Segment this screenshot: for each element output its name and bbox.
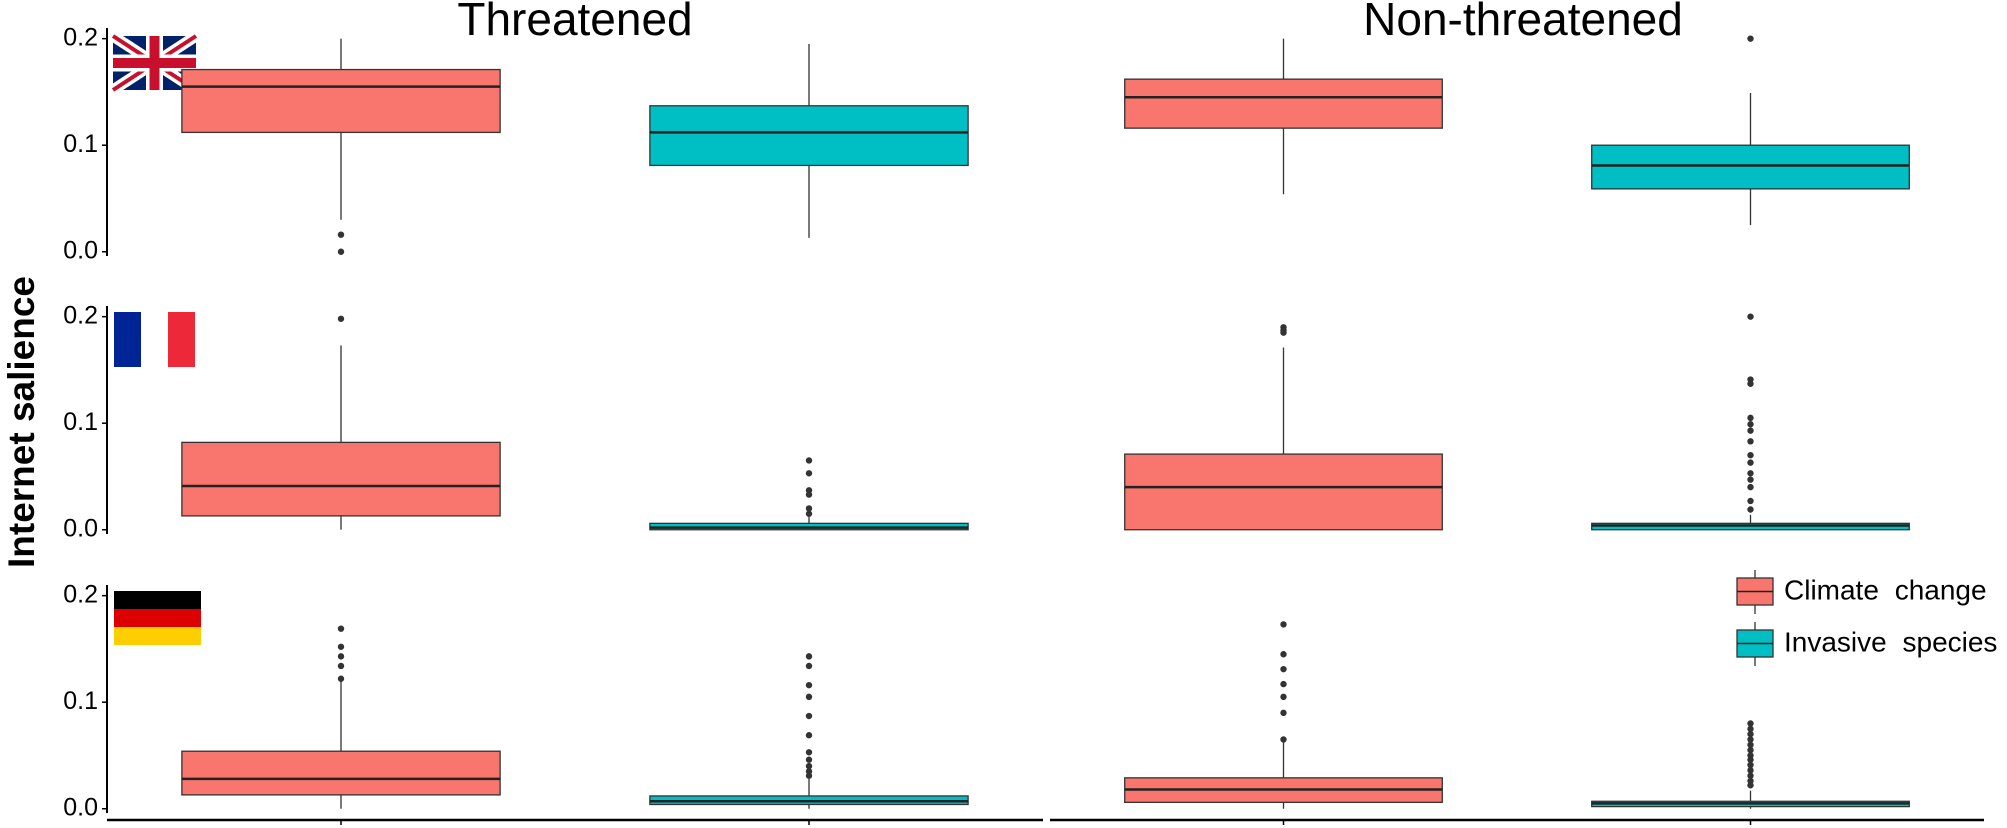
outlier: [1747, 470, 1754, 477]
outlier: [805, 681, 813, 689]
outlier: [805, 491, 813, 498]
outlier: [805, 510, 813, 517]
y-tick-label: 0.2: [63, 301, 98, 329]
column-title: Threatened: [457, 0, 692, 45]
legend-label: Invasive species: [1784, 626, 1997, 657]
outlier: [1747, 438, 1754, 445]
outlier: [1280, 621, 1287, 628]
box: [181, 750, 501, 796]
y-tick-label: 0.0: [63, 793, 98, 821]
outlier: [805, 762, 813, 770]
outlier: [1747, 313, 1754, 320]
outlier: [1280, 651, 1287, 658]
outlier: [1747, 767, 1754, 774]
y-tick-label: 0.1: [63, 687, 98, 715]
outlier: [1747, 761, 1754, 769]
box: [1124, 453, 1443, 531]
outlier: [337, 248, 345, 255]
outlier: [805, 693, 813, 701]
y-tick-label: 0.1: [63, 130, 98, 158]
outlier: [805, 505, 813, 512]
outlier: [337, 625, 345, 632]
outlier: [1747, 725, 1754, 733]
outlier: [805, 749, 813, 756]
outlier: [1280, 665, 1287, 673]
outlier: [337, 231, 345, 238]
box: [649, 105, 969, 167]
outlier: [805, 732, 813, 739]
y-tick-label: 0.0: [63, 514, 98, 542]
outlier: [1747, 730, 1754, 738]
outlier: [337, 662, 345, 670]
y-tick-label: 0.0: [63, 236, 98, 264]
outlier: [805, 772, 813, 779]
outlier: [805, 470, 813, 477]
outlier: [1747, 772, 1754, 779]
outlier: [1747, 746, 1754, 754]
y-tick-label: 0.2: [63, 580, 98, 608]
outlier: [1747, 782, 1754, 789]
legend-label: Climate change: [1784, 574, 1987, 605]
outlier: [805, 756, 813, 763]
outlier: [1747, 35, 1754, 42]
outlier: [1747, 756, 1754, 763]
outlier: [1747, 741, 1754, 749]
y-axis-title: Internet salience: [1, 276, 42, 568]
y-tick-label: 0.2: [63, 23, 98, 51]
flag-germany: [114, 591, 201, 645]
outlier: [1280, 680, 1287, 688]
y-tick-label: 0.1: [63, 408, 98, 436]
outlier: [1747, 459, 1754, 466]
outlier: [1747, 380, 1754, 387]
outlier: [337, 315, 345, 322]
outlier: [805, 662, 813, 670]
outlier: [1280, 329, 1287, 336]
outlier: [1747, 414, 1754, 422]
flag-france: [114, 312, 195, 367]
outlier: [805, 457, 813, 464]
outlier: [805, 712, 813, 720]
outlier: [1747, 427, 1754, 434]
outlier: [1280, 693, 1287, 701]
outlier: [337, 675, 345, 682]
outlier: [1280, 736, 1287, 743]
outlier: [1747, 736, 1754, 743]
outlier: [337, 653, 345, 660]
box: [181, 68, 501, 134]
outlier: [1747, 720, 1754, 727]
column-title: Non-threatened: [1363, 0, 1683, 45]
box: [181, 441, 501, 517]
outlier: [1747, 421, 1754, 428]
outlier: [805, 653, 813, 660]
outlier: [1747, 506, 1754, 513]
outlier: [1747, 483, 1754, 491]
box: [1124, 78, 1443, 129]
outlier: [1747, 497, 1754, 505]
box: [1591, 144, 1910, 190]
outlier: [1280, 709, 1287, 717]
outlier: [1747, 451, 1754, 459]
outlier: [337, 643, 345, 650]
outlier: [1747, 476, 1754, 483]
